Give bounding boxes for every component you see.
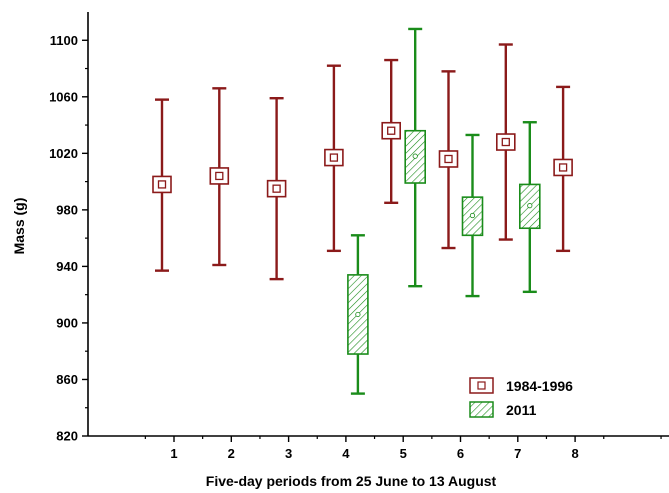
y-axis-title: Mass (g) bbox=[11, 198, 27, 255]
mean-point bbox=[157, 180, 167, 189]
mean-point bbox=[501, 137, 510, 147]
marker-1984-1996 bbox=[553, 85, 573, 253]
mean-point bbox=[444, 154, 453, 164]
mean-point bbox=[272, 184, 281, 193]
y-tick-label: 860 bbox=[56, 372, 78, 387]
mean-point bbox=[387, 126, 396, 135]
x-tick-label: 8 bbox=[571, 446, 578, 461]
y-tick-label: 900 bbox=[56, 315, 78, 330]
x-tick-label: 2 bbox=[228, 446, 235, 461]
box-2011 bbox=[347, 234, 369, 395]
mean-point bbox=[329, 153, 339, 162]
x-tick-label: 6 bbox=[457, 446, 464, 461]
marker-1984-1996 bbox=[381, 58, 402, 205]
mean-point bbox=[558, 163, 568, 172]
marker-1984-1996 bbox=[152, 98, 172, 272]
axes: 820 860 900 940 980 1020 1060 1100 1 2 3 4 5 6 7 8 bbox=[49, 12, 669, 461]
x-axis-title: Five-day periods from 25 June to 13 Augu… bbox=[206, 473, 497, 489]
legend-label-2011: 2011 bbox=[506, 402, 537, 418]
marker-1984-1996 bbox=[209, 87, 230, 267]
legend-box-2011 bbox=[469, 401, 494, 418]
marker-1984-1996 bbox=[495, 43, 516, 241]
y-tick-label: 820 bbox=[56, 429, 78, 444]
x-tick-label: 7 bbox=[514, 446, 521, 461]
box-2011 bbox=[404, 27, 427, 288]
legend: 1984-1996 2011 bbox=[469, 377, 573, 418]
mean-point bbox=[527, 203, 533, 209]
marker-1984-1996 bbox=[438, 70, 459, 250]
x-tick-label: 3 bbox=[285, 446, 292, 461]
marker-1984-1996 bbox=[324, 64, 344, 253]
box-2011 bbox=[461, 133, 484, 298]
box-2011 bbox=[518, 121, 541, 294]
x-tick-label: 1 bbox=[170, 446, 177, 461]
legend-label-1984-1996: 1984-1996 bbox=[506, 378, 573, 394]
mean-point bbox=[469, 212, 476, 219]
marks bbox=[152, 27, 573, 395]
y-tick-label: 1020 bbox=[49, 146, 78, 161]
marker-1984-1996 bbox=[266, 97, 287, 281]
legend-mean-marker-1984-1996 bbox=[477, 381, 486, 390]
mean-point bbox=[412, 153, 418, 159]
y-tick-label: 1060 bbox=[49, 89, 78, 104]
y-tick-label: 980 bbox=[56, 202, 78, 217]
y-tick-label: 1100 bbox=[50, 33, 78, 48]
x-tick-label: 4 bbox=[342, 446, 350, 461]
mean-point bbox=[215, 171, 224, 181]
x-tick-label: 5 bbox=[400, 446, 407, 461]
mean-point bbox=[355, 311, 361, 318]
y-tick-label: 940 bbox=[56, 259, 78, 274]
